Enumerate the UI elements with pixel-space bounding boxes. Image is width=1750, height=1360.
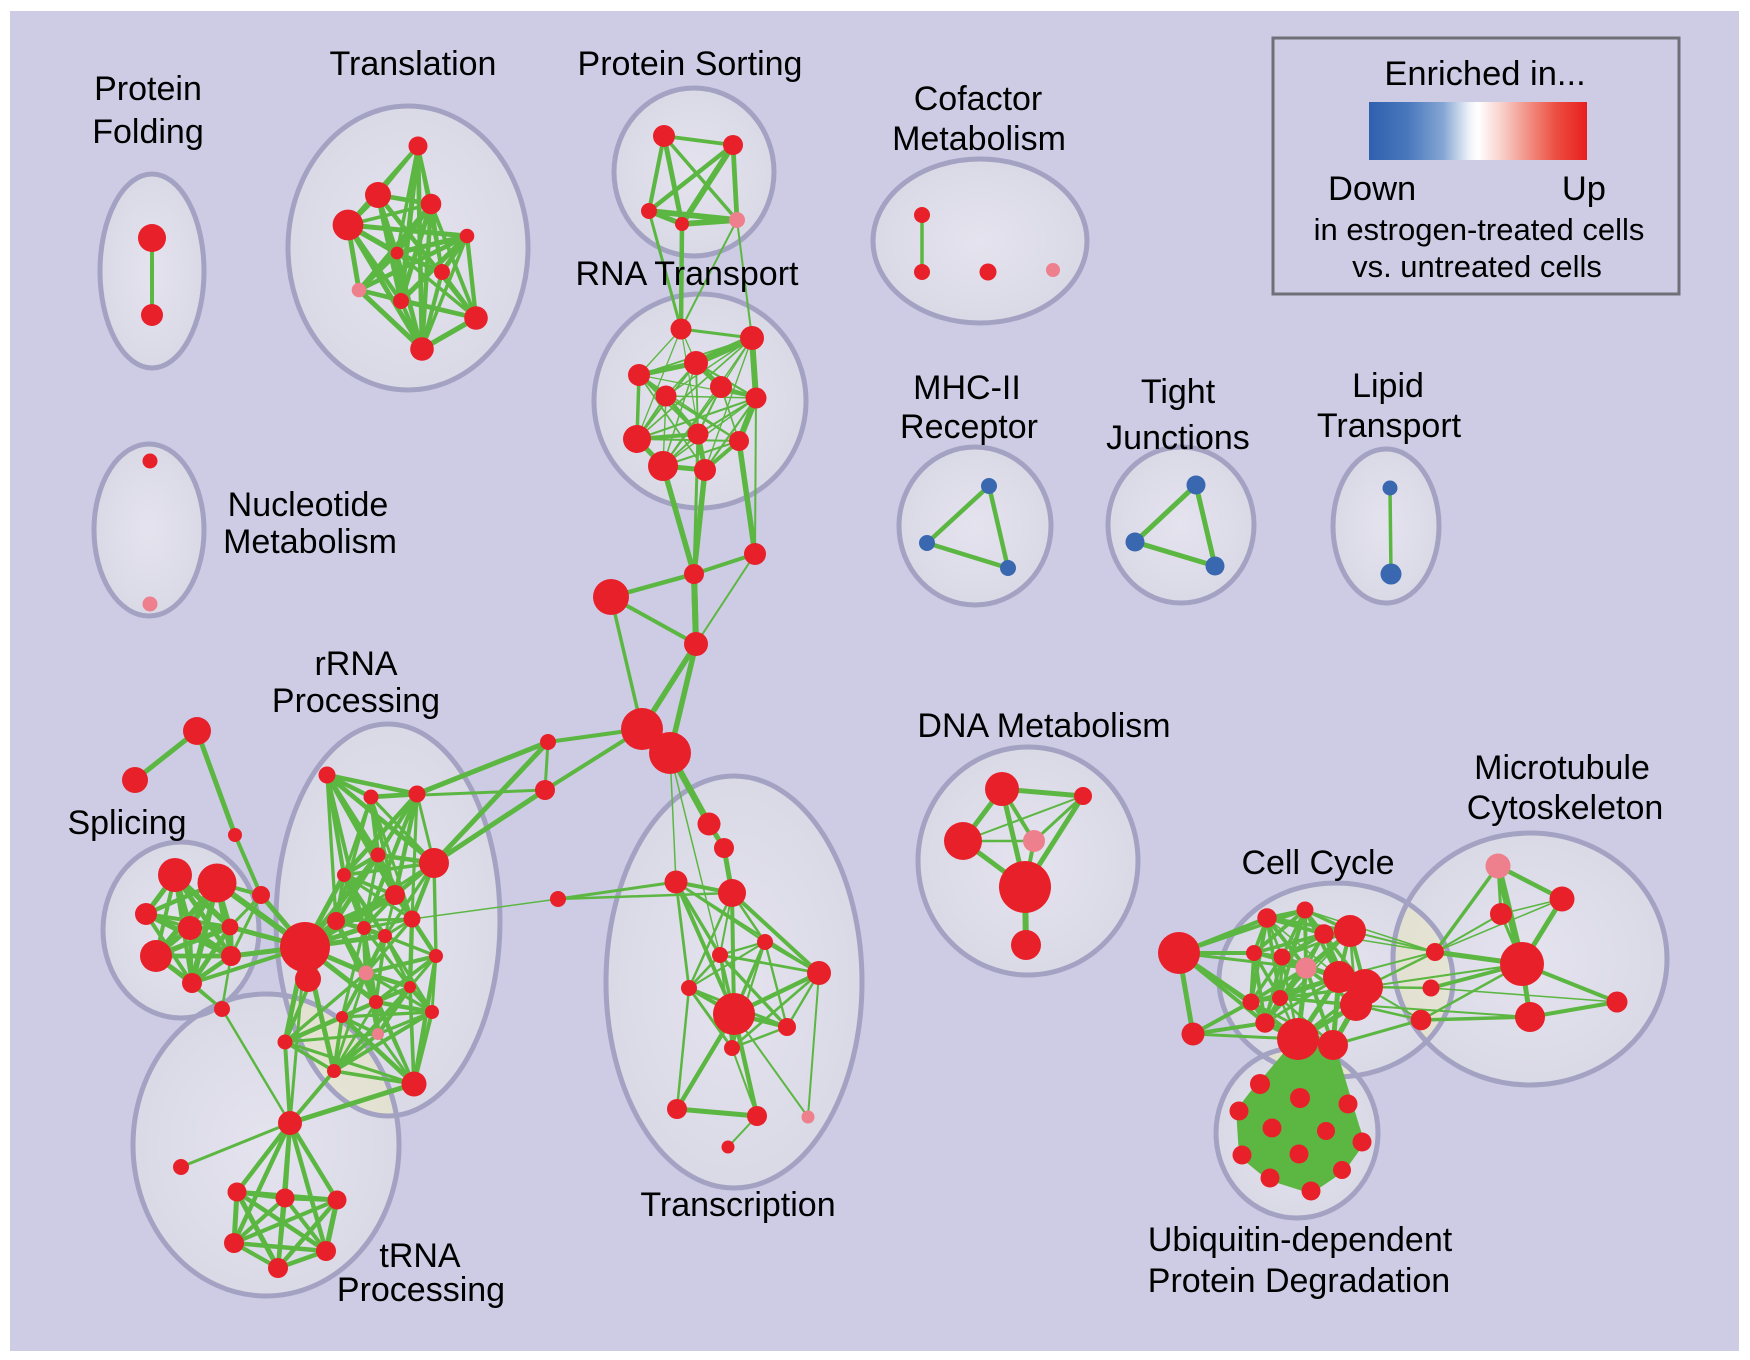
svg-text:DNA Metabolism: DNA Metabolism: [917, 707, 1170, 745]
svg-text:Splicing: Splicing: [67, 804, 186, 842]
svg-text:Transport: Transport: [1317, 407, 1462, 445]
svg-text:Ubiquitin-dependent: Ubiquitin-dependent: [1148, 1221, 1453, 1259]
svg-text:Enriched in...: Enriched in...: [1384, 55, 1585, 93]
svg-text:Nucleotide: Nucleotide: [228, 486, 389, 524]
svg-text:Metabolism: Metabolism: [892, 120, 1066, 158]
svg-text:rRNA: rRNA: [314, 645, 397, 683]
svg-text:Protein Sorting: Protein Sorting: [578, 45, 803, 83]
svg-text:Lipid: Lipid: [1352, 367, 1424, 405]
svg-text:Protein Degradation: Protein Degradation: [1148, 1262, 1450, 1300]
svg-text:vs. untreated cells: vs. untreated cells: [1352, 249, 1602, 284]
svg-text:Cell Cycle: Cell Cycle: [1241, 844, 1394, 882]
svg-text:Metabolism: Metabolism: [223, 523, 397, 561]
svg-text:Receptor: Receptor: [900, 408, 1038, 446]
svg-text:Folding: Folding: [92, 113, 204, 151]
svg-text:MHC-II: MHC-II: [913, 369, 1021, 407]
svg-text:RNA Transport: RNA Transport: [576, 255, 800, 293]
svg-text:in estrogen-treated cells: in estrogen-treated cells: [1314, 212, 1645, 247]
svg-text:Up: Up: [1562, 170, 1606, 208]
svg-text:Junctions: Junctions: [1106, 419, 1250, 457]
svg-text:tRNA: tRNA: [379, 1237, 461, 1275]
svg-text:Microtubule: Microtubule: [1474, 749, 1650, 787]
svg-text:Cytoskeleton: Cytoskeleton: [1467, 789, 1664, 827]
svg-text:Processing: Processing: [337, 1271, 505, 1309]
svg-text:Cofactor: Cofactor: [914, 80, 1043, 118]
svg-text:Translation: Translation: [330, 45, 497, 83]
svg-text:Processing: Processing: [272, 682, 440, 720]
svg-text:Transcription: Transcription: [640, 1186, 835, 1224]
svg-text:Down: Down: [1328, 170, 1416, 208]
svg-text:Tight: Tight: [1141, 373, 1216, 411]
svg-text:Protein: Protein: [94, 70, 202, 108]
